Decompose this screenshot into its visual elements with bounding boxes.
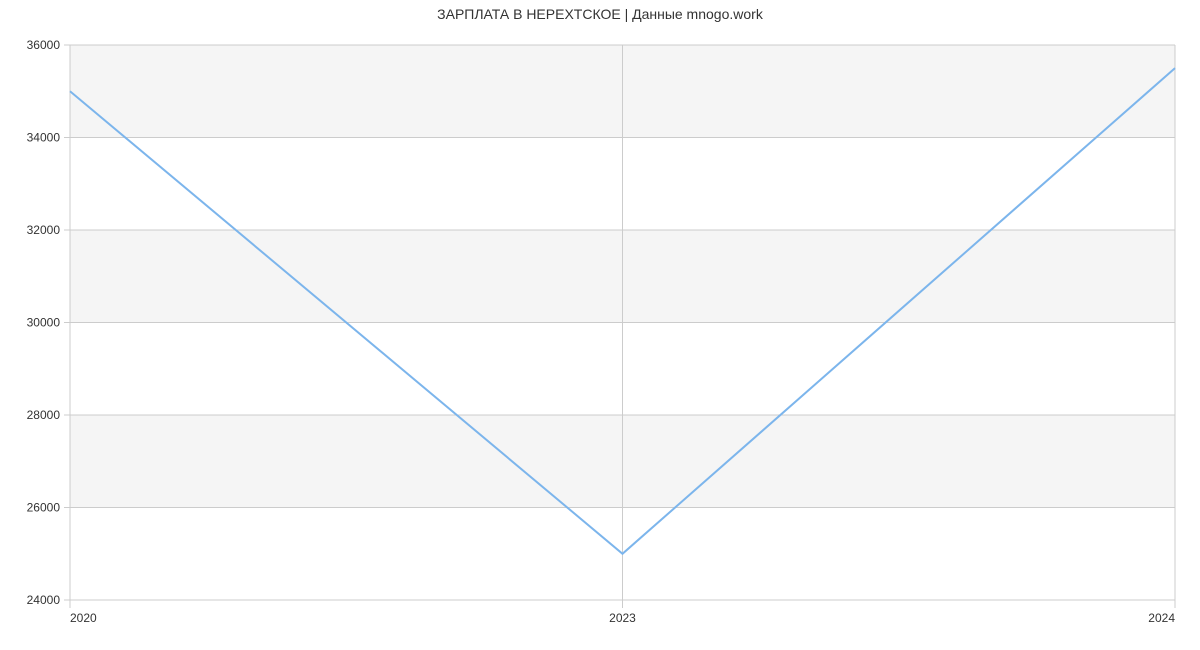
svg-text:32000: 32000	[27, 223, 61, 237]
chart-title: ЗАРПЛАТА В НЕРЕХТСКОЕ | Данные mnogo.wor…	[0, 6, 1200, 22]
svg-text:26000: 26000	[27, 501, 61, 515]
line-chart: 24000 26000 28000 30000 32000 34000 36000 2020 2…	[0, 0, 1200, 650]
svg-text:30000: 30000	[27, 316, 61, 330]
svg-text:2020: 2020	[70, 611, 97, 625]
svg-text:34000: 34000	[27, 131, 61, 145]
svg-text:28000: 28000	[27, 408, 61, 422]
chart-container: ЗАРПЛАТА В НЕРЕХТСКОЕ | Данные mnogo.wor…	[0, 0, 1200, 650]
svg-text:36000: 36000	[27, 38, 61, 52]
svg-text:24000: 24000	[27, 593, 61, 607]
svg-text:2023: 2023	[609, 611, 636, 625]
svg-text:2024: 2024	[1148, 611, 1175, 625]
